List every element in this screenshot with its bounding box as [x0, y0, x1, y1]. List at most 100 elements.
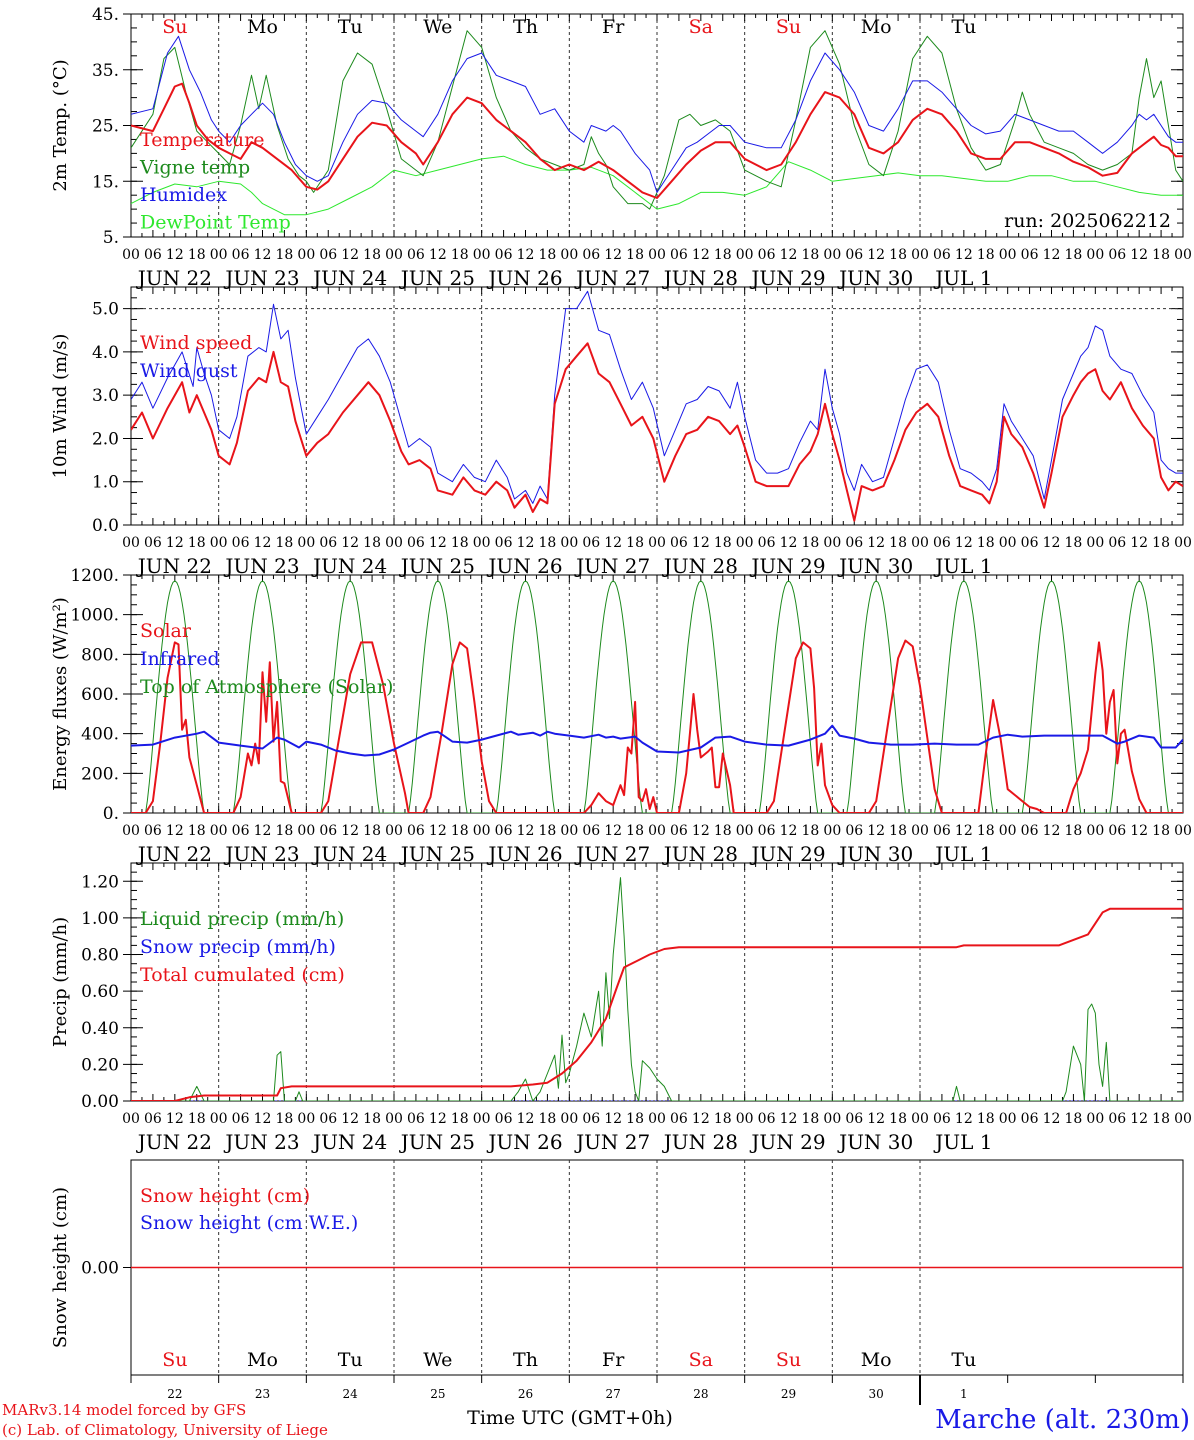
hour-tick-label: 00 [122, 823, 140, 839]
panel-snow: 0.00 Snow height (cm) Snow height (cm) Snow… [50, 1159, 1184, 1405]
date-label: JUN 24 [311, 554, 387, 578]
y-tick-label: 1.0 [92, 473, 119, 493]
hour-tick-label: 12 [254, 535, 272, 551]
hour-tick-label: 12 [341, 247, 359, 263]
plot-frame [130, 286, 1184, 526]
hour-tick-label: 06 [495, 1111, 513, 1127]
legend-item: Wind speed [140, 332, 252, 354]
y-tick-label: 0.00 [81, 1259, 119, 1279]
hour-tick-label: 00 [560, 535, 578, 551]
hour-tick-label: 06 [845, 247, 863, 263]
hour-tick-label: 18 [188, 1111, 206, 1127]
hour-tick-label: 12 [517, 823, 535, 839]
hour-tick-label: 18 [977, 247, 995, 263]
panels-layer: 5. 15. 25. 35. 45. 2m Temp. (°C) Temperature Vi… [50, 5, 1192, 1405]
hour-tick-label: 00 [385, 1111, 403, 1127]
hour-tick-label: 18 [451, 823, 469, 839]
hour-tick-label: 18 [451, 247, 469, 263]
date-label: JUN 22 [136, 1130, 212, 1154]
day-number-label: 25 [430, 1387, 445, 1401]
day-number-label: 23 [255, 1387, 270, 1401]
y-axis-label: 2m Temp. (°C) [50, 59, 71, 191]
hour-tick-label: 12 [341, 823, 359, 839]
weekday-label: Mo [861, 16, 892, 38]
hour-tick-label: 00 [1174, 535, 1192, 551]
y-tick-label: 35. [92, 61, 119, 81]
hour-tick-label: 00 [1174, 1111, 1192, 1127]
hour-tick-label: 18 [188, 247, 206, 263]
date-label: JUN 27 [574, 266, 650, 290]
hour-tick-label: 00 [911, 535, 929, 551]
hour-tick-label: 00 [736, 823, 754, 839]
hour-tick-label: 06 [1108, 823, 1126, 839]
date-label: JUN 23 [223, 266, 299, 290]
date-label: JUN 23 [223, 554, 299, 578]
date-label: JUN 26 [486, 1130, 562, 1154]
hour-tick-label: 00 [648, 535, 666, 551]
hour-tick-label: 12 [429, 1111, 447, 1127]
hour-tick-label: 12 [1043, 535, 1061, 551]
hour-tick-label: 00 [911, 823, 929, 839]
date-label: JUL 1 [933, 266, 992, 290]
day-number-label: 1 [960, 1387, 968, 1401]
hour-tick-label: 06 [232, 823, 250, 839]
hour-tick-label: 06 [1021, 823, 1039, 839]
series-infrared [131, 724, 1183, 757]
hour-tick-label: 12 [955, 1111, 973, 1127]
y-axis-label: Snow height (cm) [50, 1187, 71, 1348]
day-number-label: 29 [781, 1387, 796, 1401]
hour-tick-label: 12 [955, 823, 973, 839]
hour-tick-label: 18 [363, 1111, 381, 1127]
hour-tick-label: 12 [1130, 823, 1148, 839]
hour-tick-label: 18 [1065, 247, 1083, 263]
day-number-label: 28 [693, 1387, 708, 1401]
date-label: JUN 30 [837, 1130, 913, 1154]
hour-tick-label: 18 [1152, 247, 1170, 263]
hour-tick-label: 18 [626, 247, 644, 263]
y-tick-label: 0.0 [92, 516, 119, 536]
hour-tick-label: 12 [254, 1111, 272, 1127]
date-label: JUN 25 [399, 842, 475, 866]
hour-tick-label: 18 [1152, 1111, 1170, 1127]
hour-tick-label: 06 [144, 823, 162, 839]
hour-tick-label: 00 [999, 823, 1017, 839]
y-tick-label: 200. [81, 764, 119, 784]
hour-tick-label: 12 [604, 823, 622, 839]
hour-tick-label: 12 [692, 823, 710, 839]
weekday-label: We [423, 16, 452, 38]
y-axis-label: 10m Wind (m/s) [50, 334, 71, 479]
series-liquid-precip-mm-h [131, 877, 1183, 1101]
hour-tick-label: 18 [1065, 823, 1083, 839]
location-label: Marche (alt. 230m) [935, 1405, 1190, 1435]
y-tick-label: 1200. [70, 566, 119, 586]
hour-tick-label: 00 [1086, 535, 1104, 551]
hour-tick-label: 06 [758, 1111, 776, 1127]
y-tick-label: 1.00 [81, 909, 119, 929]
hour-tick-label: 06 [407, 247, 425, 263]
hour-tick-label: 06 [933, 535, 951, 551]
hour-tick-label: 12 [867, 247, 885, 263]
hour-tick-label: 06 [933, 1111, 951, 1127]
hour-tick-label: 06 [232, 1111, 250, 1127]
hour-tick-label: 00 [297, 247, 315, 263]
run-label: run: 2025062212 [1004, 210, 1171, 232]
hour-tick-label: 06 [407, 1111, 425, 1127]
series-total-cumulated-cm [131, 907, 1183, 1101]
hour-tick-label: 12 [1043, 1111, 1061, 1127]
hour-tick-label: 06 [933, 823, 951, 839]
weekday-label: Tu [951, 1349, 976, 1371]
hour-tick-label: 12 [517, 535, 535, 551]
series-vigne-temp [131, 30, 1183, 210]
hour-tick-label: 18 [539, 247, 557, 263]
hour-tick-label: 00 [473, 1111, 491, 1127]
series-wind-gust [131, 290, 1183, 504]
hour-tick-label: 00 [736, 535, 754, 551]
day-number-label: 24 [343, 1387, 359, 1401]
date-label: JUN 27 [574, 1130, 650, 1154]
x-axis-title: Time UTC (GMT+0h) [467, 1407, 673, 1429]
hour-tick-label: 12 [1130, 247, 1148, 263]
hour-tick-label: 06 [933, 247, 951, 263]
date-label: JUL 1 [933, 1130, 992, 1154]
hour-tick-label: 18 [977, 535, 995, 551]
footer: MARv3.14 model forced by GFS (c) Lab. of… [2, 1401, 1190, 1439]
